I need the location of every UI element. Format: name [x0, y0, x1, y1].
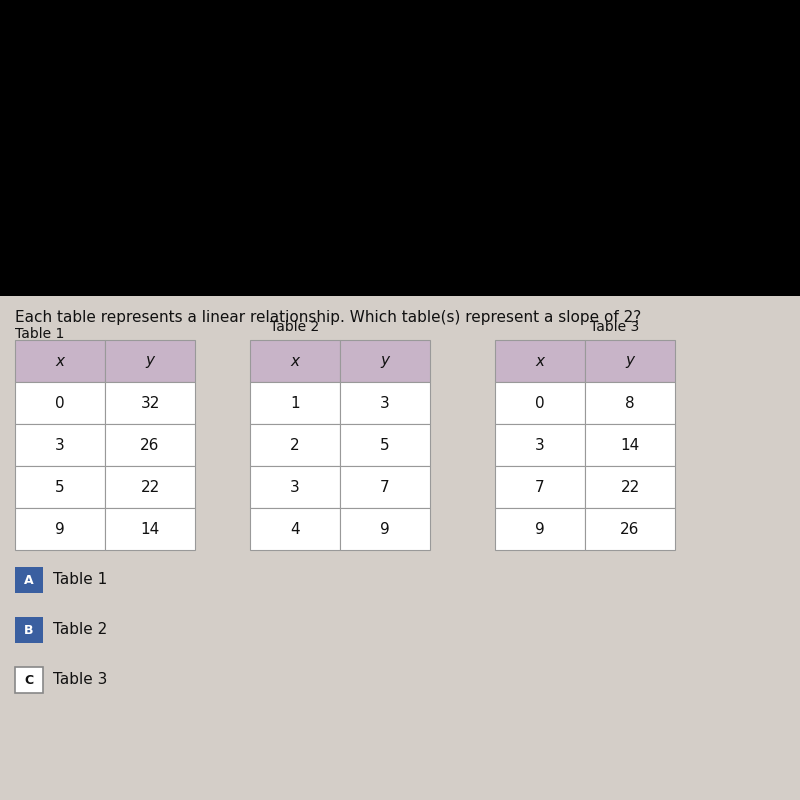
- Text: 0: 0: [55, 395, 65, 410]
- Text: Each table represents a linear relationship. Which table(s) represent a slope of: Each table represents a linear relations…: [15, 310, 642, 325]
- Text: 5: 5: [380, 438, 390, 453]
- Text: Table 2: Table 2: [53, 622, 107, 638]
- FancyBboxPatch shape: [585, 340, 675, 382]
- FancyBboxPatch shape: [340, 466, 430, 508]
- FancyBboxPatch shape: [15, 382, 105, 424]
- FancyBboxPatch shape: [15, 567, 43, 593]
- FancyBboxPatch shape: [105, 382, 195, 424]
- Text: 9: 9: [535, 522, 545, 537]
- Text: C: C: [25, 674, 34, 686]
- FancyBboxPatch shape: [15, 466, 105, 508]
- FancyBboxPatch shape: [250, 382, 340, 424]
- Text: 3: 3: [380, 395, 390, 410]
- Text: 14: 14: [620, 438, 640, 453]
- Text: y: y: [626, 354, 634, 369]
- Text: y: y: [146, 354, 154, 369]
- Text: Table 1: Table 1: [15, 327, 64, 341]
- Text: B: B: [24, 623, 34, 637]
- FancyBboxPatch shape: [250, 424, 340, 466]
- FancyBboxPatch shape: [340, 508, 430, 550]
- Text: 22: 22: [620, 479, 640, 494]
- Text: 8: 8: [625, 395, 635, 410]
- FancyBboxPatch shape: [340, 340, 430, 382]
- Text: 5: 5: [55, 479, 65, 494]
- FancyBboxPatch shape: [15, 617, 43, 643]
- Text: Table 3: Table 3: [53, 673, 107, 687]
- Text: 0: 0: [535, 395, 545, 410]
- Text: 32: 32: [140, 395, 160, 410]
- FancyBboxPatch shape: [250, 466, 340, 508]
- Text: Table 2: Table 2: [270, 320, 320, 334]
- FancyBboxPatch shape: [15, 340, 105, 382]
- Text: Table 1: Table 1: [53, 573, 107, 587]
- FancyBboxPatch shape: [250, 340, 340, 382]
- Text: 26: 26: [620, 522, 640, 537]
- FancyBboxPatch shape: [105, 340, 195, 382]
- Text: 9: 9: [380, 522, 390, 537]
- FancyBboxPatch shape: [105, 508, 195, 550]
- Text: 3: 3: [290, 479, 300, 494]
- Text: 14: 14: [140, 522, 160, 537]
- FancyBboxPatch shape: [105, 466, 195, 508]
- FancyBboxPatch shape: [585, 466, 675, 508]
- FancyBboxPatch shape: [585, 382, 675, 424]
- FancyBboxPatch shape: [495, 382, 585, 424]
- FancyBboxPatch shape: [585, 424, 675, 466]
- Text: x: x: [535, 354, 545, 369]
- Text: 3: 3: [55, 438, 65, 453]
- FancyBboxPatch shape: [15, 667, 43, 693]
- Text: A: A: [24, 574, 34, 586]
- FancyBboxPatch shape: [495, 466, 585, 508]
- Text: 4: 4: [290, 522, 300, 537]
- FancyBboxPatch shape: [15, 424, 105, 466]
- FancyBboxPatch shape: [495, 424, 585, 466]
- Text: 2: 2: [290, 438, 300, 453]
- FancyBboxPatch shape: [15, 508, 105, 550]
- FancyBboxPatch shape: [105, 424, 195, 466]
- Text: 3: 3: [535, 438, 545, 453]
- Text: 7: 7: [380, 479, 390, 494]
- FancyBboxPatch shape: [340, 424, 430, 466]
- Text: x: x: [55, 354, 65, 369]
- Text: 9: 9: [55, 522, 65, 537]
- Text: x: x: [290, 354, 299, 369]
- Text: 22: 22: [140, 479, 160, 494]
- Text: 1: 1: [290, 395, 300, 410]
- Text: 7: 7: [535, 479, 545, 494]
- Text: 26: 26: [140, 438, 160, 453]
- Text: Table 3: Table 3: [590, 320, 639, 334]
- FancyBboxPatch shape: [340, 382, 430, 424]
- FancyBboxPatch shape: [585, 508, 675, 550]
- FancyBboxPatch shape: [495, 340, 585, 382]
- FancyBboxPatch shape: [250, 508, 340, 550]
- Text: y: y: [381, 354, 390, 369]
- FancyBboxPatch shape: [495, 508, 585, 550]
